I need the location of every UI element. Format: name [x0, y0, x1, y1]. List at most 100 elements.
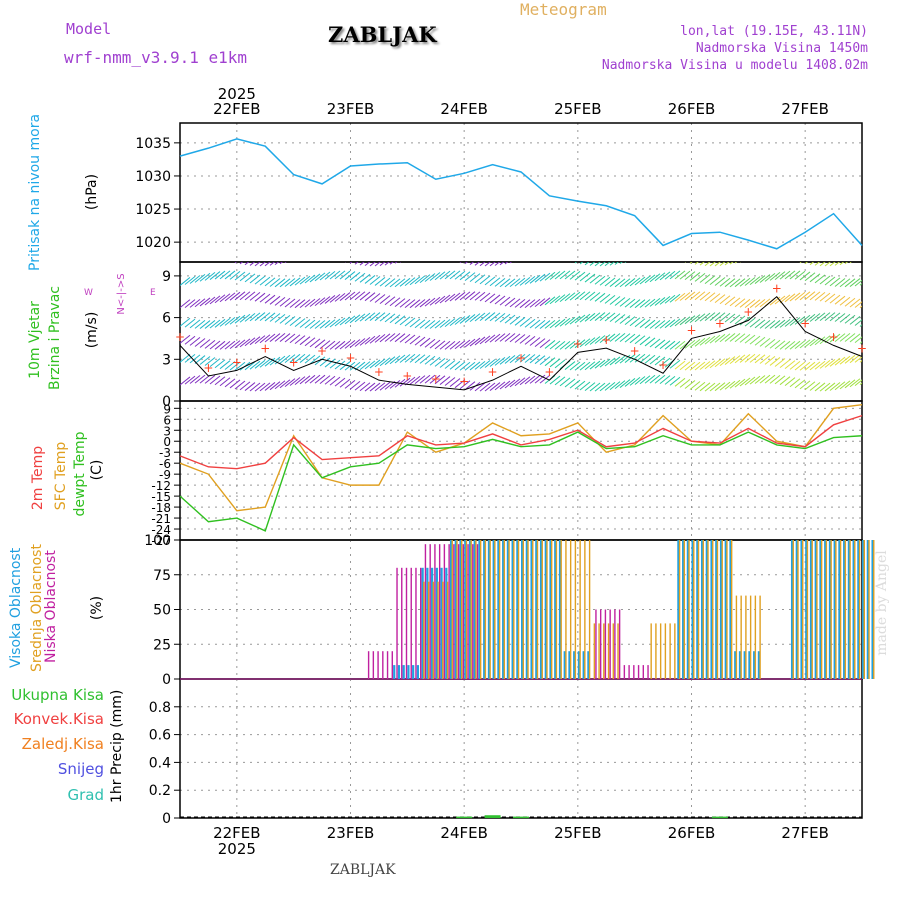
- wind-barb: [624, 278, 636, 287]
- wind-barb: [774, 271, 786, 281]
- mid-cloud-bar: [664, 623, 667, 679]
- wind-barb: [624, 354, 636, 363]
- wind-barb: [689, 361, 701, 371]
- wind-barb: [849, 354, 861, 364]
- low-cloud-bar: [453, 544, 455, 679]
- top-day-label: 25FEB: [554, 100, 601, 118]
- bottom-day-label: 26FEB: [668, 824, 715, 842]
- wind-barb: [420, 251, 430, 259]
- wind-barb: [779, 376, 791, 386]
- wind-barb: [284, 354, 296, 364]
- wind-barb: [464, 338, 476, 348]
- wind_speed-ytick-label: 3: [162, 352, 171, 368]
- wind-barb: [689, 314, 701, 324]
- wind-barb: [204, 296, 216, 306]
- wind-barb: [539, 320, 551, 329]
- wind-barb: [429, 296, 441, 306]
- mid-cloud-bar: [858, 540, 861, 679]
- wind-barb: [749, 375, 761, 385]
- bottom-year-label: 2025: [218, 840, 256, 858]
- wind-barb: [584, 262, 590, 266]
- wind-barb: [294, 299, 306, 309]
- wind-barb: [714, 294, 726, 304]
- total-precip-bar: [456, 816, 473, 819]
- mid-cloud-bar: [745, 595, 747, 679]
- wind-barb: [664, 294, 676, 304]
- wind-barb: [644, 298, 656, 308]
- wind-barb: [559, 317, 571, 327]
- wind-gust-marker: +: [857, 341, 867, 355]
- wind-barb: [489, 333, 501, 343]
- high-cloud-bar: [511, 540, 514, 679]
- wind-barb: [659, 296, 671, 305]
- wind-barb: [814, 382, 826, 392]
- wind-barb: [644, 354, 656, 364]
- wind-barb: [520, 253, 530, 261]
- wind-barb: [484, 334, 496, 344]
- wind-barb: [649, 355, 661, 365]
- precip-legend-total: Ukupna Kisa: [11, 686, 104, 704]
- wind-barb: [384, 262, 390, 266]
- wind-barb: [234, 314, 246, 324]
- wind-barb: [489, 382, 501, 391]
- wind-barb: [459, 361, 471, 371]
- wind-barb: [709, 334, 721, 344]
- wind-barb: [804, 381, 816, 391]
- wind-barb: [729, 355, 741, 365]
- wind-barb: [569, 291, 581, 301]
- wind-barb: [469, 313, 481, 322]
- wind-barb: [444, 318, 456, 328]
- wind-barb: [464, 291, 476, 301]
- wind-barb: [504, 278, 516, 288]
- wind-barb: [724, 356, 736, 365]
- wind-barb: [464, 381, 476, 391]
- wind-barb: [569, 271, 581, 280]
- wind-barb: [304, 354, 316, 364]
- wind-barb: [824, 359, 836, 368]
- wind-barb: [624, 316, 636, 326]
- wind-barb: [614, 333, 626, 342]
- wind-barb: [424, 338, 436, 348]
- wind-barb: [274, 313, 286, 323]
- wind-barb: [354, 291, 366, 301]
- wind-barb: [394, 315, 406, 325]
- wind-barb: [839, 333, 851, 342]
- wind-barb: [180, 253, 190, 261]
- wind-barb: [249, 262, 256, 266]
- wind-gust-marker: +: [488, 365, 498, 379]
- wind-barb: [839, 278, 851, 288]
- low-cloud-bar: [467, 544, 469, 679]
- wind-barb: [699, 312, 711, 322]
- wind-barb: [739, 262, 741, 263]
- wind-barb: [189, 375, 201, 384]
- wind-barb: [859, 305, 862, 309]
- wind-barb: [474, 382, 486, 392]
- wind-gust-marker: +: [686, 323, 696, 337]
- wind-barb: [339, 292, 351, 301]
- wind-barb: [659, 271, 671, 281]
- wind-barb: [399, 277, 411, 287]
- high-cloud-bar: [691, 540, 694, 679]
- wind-barb: [404, 353, 416, 363]
- wind-barb: [279, 315, 291, 324]
- wind-barb: [184, 276, 196, 285]
- wind-barb: [809, 262, 815, 266]
- wind-barb: [630, 253, 640, 261]
- wind-barb: [709, 293, 721, 303]
- wind-barb: [444, 341, 456, 350]
- wind-barb: [519, 299, 531, 309]
- wind-barb: [584, 361, 596, 371]
- wind-barb: [724, 313, 736, 323]
- wind-barb: [689, 291, 701, 301]
- wind-barb: [379, 381, 391, 391]
- wind-barb: [359, 382, 371, 392]
- wind-barb: [795, 254, 805, 262]
- wind-barb: [694, 262, 699, 265]
- wind-barb: [535, 250, 545, 258]
- wind-barb: [804, 361, 816, 371]
- wind-barb: [449, 292, 461, 302]
- high-cloud-bar: [862, 540, 865, 679]
- wind-barb: [409, 299, 421, 309]
- wind-barb: [674, 377, 686, 387]
